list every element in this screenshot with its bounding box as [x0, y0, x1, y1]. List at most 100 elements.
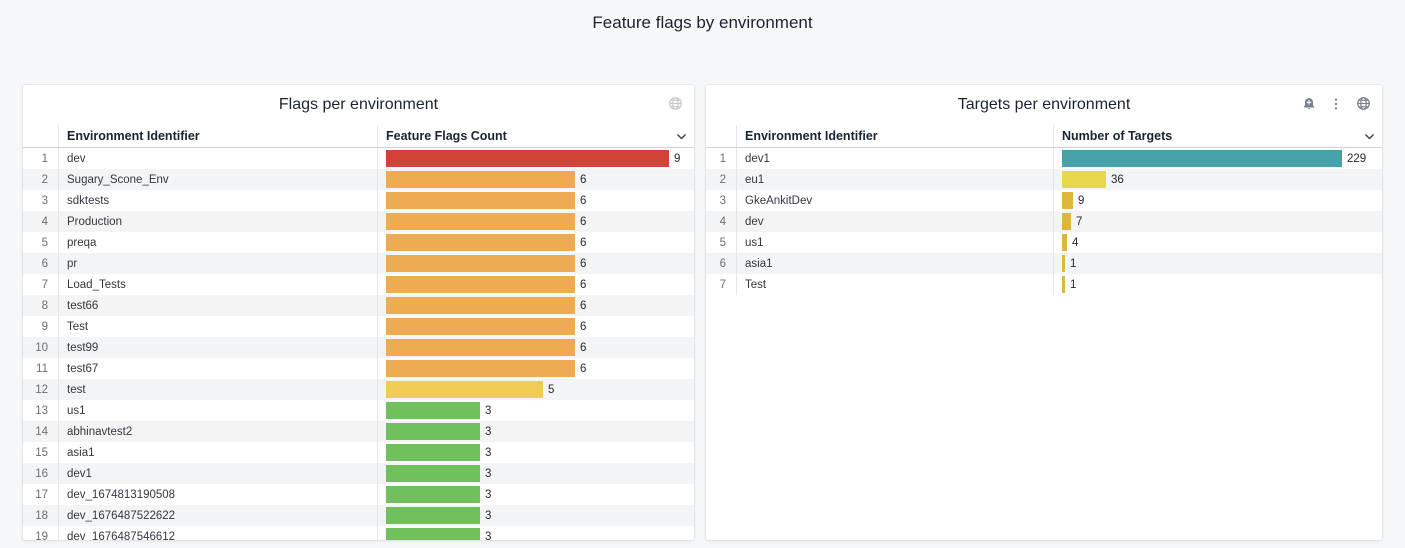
column-header-feature-flags-count[interactable]: Feature Flags Count	[378, 125, 694, 147]
page-title: Feature flags by environment	[592, 13, 813, 32]
value-label: 5	[548, 383, 555, 396]
table-row: 2 Sugary_Scone_Env 6	[23, 169, 694, 190]
environment-identifier-cell: Test	[737, 274, 1054, 295]
environment-identifier-cell: pr	[59, 253, 378, 274]
panel-header: Flags per environment	[23, 85, 694, 125]
column-header-label: Feature Flags Count	[386, 129, 507, 143]
value-cell: 36	[1054, 169, 1382, 190]
chevron-down-icon[interactable]	[1363, 130, 1376, 143]
table-row: 4 Production 6	[23, 211, 694, 232]
value-cell: 6	[378, 274, 694, 295]
row-index: 3	[706, 190, 737, 211]
row-index: 7	[706, 274, 737, 295]
globe-icon[interactable]	[1356, 96, 1371, 111]
environment-identifier-cell: dev	[59, 148, 378, 169]
column-header-label: Number of Targets	[1062, 129, 1173, 143]
environment-identifier-cell: asia1	[737, 253, 1054, 274]
row-index: 1	[706, 148, 737, 169]
row-index: 8	[23, 295, 59, 316]
column-header-number-of-targets[interactable]: Number of Targets	[1054, 125, 1382, 147]
table-row: 2 eu1 36	[706, 169, 1382, 190]
row-index: 17	[23, 484, 59, 505]
value-label: 3	[485, 425, 492, 438]
value-cell: 9	[378, 148, 694, 169]
table-row: 6 pr 6	[23, 253, 694, 274]
value-label: 1	[1070, 257, 1077, 270]
table-row: 5 us1 4	[706, 232, 1382, 253]
row-index: 6	[23, 253, 59, 274]
value-label: 6	[580, 362, 587, 375]
value-cell: 3	[378, 442, 694, 463]
value-label: 6	[580, 278, 587, 291]
bar-gauge	[386, 486, 480, 503]
bar-gauge	[1062, 276, 1065, 293]
value-cell: 6	[378, 253, 694, 274]
bar-gauge	[386, 339, 575, 356]
panel-header: Targets per environment	[706, 85, 1382, 125]
value-cell: 3	[378, 400, 694, 421]
table-row: 5 preqa 6	[23, 232, 694, 253]
row-index: 18	[23, 505, 59, 526]
bar-gauge	[386, 297, 575, 314]
value-cell: 1	[1054, 274, 1382, 295]
value-cell: 6	[378, 232, 694, 253]
row-index: 4	[706, 211, 737, 232]
value-cell: 6	[378, 337, 694, 358]
row-index: 7	[23, 274, 59, 295]
value-label: 6	[580, 341, 587, 354]
row-index: 19	[23, 526, 59, 540]
value-label: 3	[485, 509, 492, 522]
value-cell: 3	[378, 421, 694, 442]
environment-identifier-cell: eu1	[737, 169, 1054, 190]
table-row: 19 dev_1676487546612 3	[23, 526, 694, 541]
bar-gauge	[386, 402, 480, 419]
value-cell: 4	[1054, 232, 1382, 253]
bar-gauge	[1062, 171, 1106, 188]
row-index: 11	[23, 358, 59, 379]
value-cell: 6	[378, 211, 694, 232]
panel-header-icons	[1302, 96, 1371, 111]
bar-gauge	[386, 528, 480, 540]
bar-gauge	[1062, 234, 1067, 251]
value-cell: 6	[378, 295, 694, 316]
value-label: 229	[1347, 152, 1367, 165]
row-index: 5	[706, 232, 737, 253]
value-label: 9	[1078, 194, 1085, 207]
bar-gauge	[386, 255, 575, 272]
bar-gauge	[386, 192, 575, 209]
environment-identifier-cell: dev	[737, 211, 1054, 232]
value-label: 6	[580, 299, 587, 312]
environment-identifier-cell: test99	[59, 337, 378, 358]
kebab-menu-icon[interactable]	[1329, 97, 1343, 111]
table-row: 4 dev 7	[706, 211, 1382, 232]
value-label: 6	[580, 215, 587, 228]
environment-identifier-cell: dev1	[59, 463, 378, 484]
value-cell: 7	[1054, 211, 1382, 232]
environment-identifier-cell: sdktests	[59, 190, 378, 211]
bar-gauge	[386, 465, 480, 482]
table-row: 9 Test 6	[23, 316, 694, 337]
row-index: 2	[23, 169, 59, 190]
value-cell: 6	[378, 358, 694, 379]
table-row: 7 Load_Tests 6	[23, 274, 694, 295]
value-cell: 6	[378, 316, 694, 337]
row-index: 9	[23, 316, 59, 337]
value-label: 6	[580, 320, 587, 333]
column-header-environment-identifier[interactable]: Environment Identifier	[59, 125, 378, 147]
panel-targets-per-environment: Targets per environment	[705, 84, 1383, 541]
bar-gauge	[386, 171, 575, 188]
table-row: 14 abhinavtest2 3	[23, 421, 694, 442]
table-row: 15 asia1 3	[23, 442, 694, 463]
value-label: 6	[580, 194, 587, 207]
alert-bell-icon[interactable]	[1302, 97, 1316, 111]
globe-icon[interactable]	[668, 96, 683, 111]
panel-title[interactable]: Flags per environment	[278, 96, 439, 113]
chevron-down-icon[interactable]	[675, 130, 688, 143]
value-label: 3	[485, 530, 492, 541]
column-header-environment-identifier[interactable]: Environment Identifier	[737, 125, 1054, 147]
table-row: 18 dev_1676487522622 3	[23, 505, 694, 526]
table-row: 11 test67 6	[23, 358, 694, 379]
table-row: 1 dev 9	[23, 148, 694, 169]
panel-flags-per-environment: Flags per environment Environment Identi…	[22, 84, 695, 541]
panel-title[interactable]: Targets per environment	[957, 96, 1131, 113]
